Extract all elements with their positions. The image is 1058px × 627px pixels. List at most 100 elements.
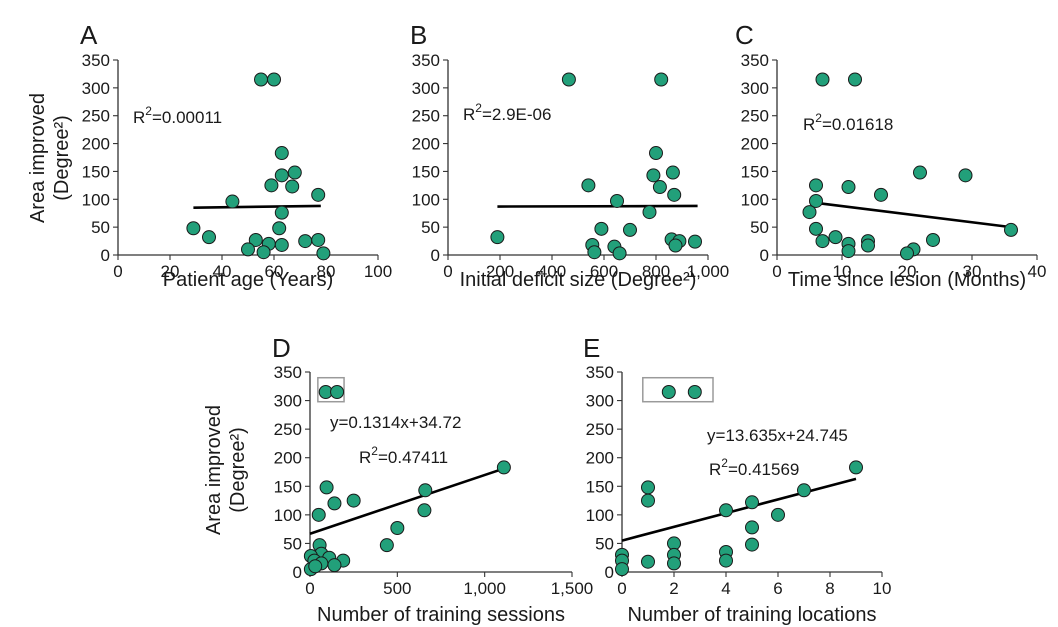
y-tick-label: 300 (412, 79, 440, 98)
trend-line (497, 204, 698, 208)
data-point (615, 562, 629, 577)
panel-letter: E (583, 333, 600, 363)
panel-e: E 0 50 100 150 200 250 300 350 0 2 4 6 8 10 Number of t… (583, 333, 891, 626)
data-point (849, 460, 863, 475)
y-tick-label: 50 (750, 218, 769, 237)
data-point (256, 245, 271, 260)
x-tick-label: 4 (721, 579, 730, 598)
y-tick-label: 250 (82, 107, 110, 126)
panel-letter: B (410, 20, 427, 50)
y-tick-label: 200 (82, 135, 110, 154)
annotation-text: y=0.1314x+34.72 (330, 413, 461, 432)
data-point (612, 246, 627, 261)
panel-letter: A (80, 20, 98, 50)
data-point (649, 146, 663, 161)
x-axis-label: Number of training locations (627, 604, 876, 626)
data-point (490, 230, 505, 245)
x-tick-label: 600 (590, 262, 618, 281)
y-tick-label: 300 (274, 392, 302, 411)
data-point (654, 72, 669, 87)
x-tick-label: 2 (669, 579, 678, 598)
data-point (287, 165, 302, 180)
annotation-text: R2=0.41569 (709, 456, 799, 479)
x-tick-label: 400 (538, 262, 566, 281)
data-point (958, 168, 973, 183)
y-tick-label: 0 (605, 563, 614, 582)
highlight-box (642, 376, 714, 403)
annotation-text: R2=2.9E-06 (463, 101, 551, 124)
x-tick-label: 20 (161, 262, 180, 281)
y-tick-label: 150 (274, 477, 302, 496)
data-point (186, 221, 201, 236)
x-tick-label: 1,500 (551, 579, 594, 598)
data-point (688, 234, 702, 249)
data-point (745, 537, 759, 552)
annotation-text: R2=0.00011 (133, 104, 222, 127)
data-point (719, 503, 733, 518)
data-point (841, 244, 856, 259)
data-point (667, 556, 681, 571)
x-tick-label: 0 (617, 579, 626, 598)
x-tick-label: 10 (873, 579, 892, 598)
y-tick-label: 350 (412, 51, 440, 70)
y-tick-label: 200 (741, 135, 769, 154)
highlight-box (317, 376, 345, 403)
y-tick-label: 200 (412, 135, 440, 154)
x-tick-label: 0 (305, 579, 314, 598)
data-point (900, 246, 914, 261)
x-tick-label: 100 (364, 262, 392, 281)
x-tick-label: 1,000 (463, 579, 506, 598)
y-tick-label: 350 (586, 363, 614, 382)
data-point (828, 230, 843, 245)
data-point (311, 232, 326, 247)
data-point (202, 230, 216, 245)
data-point (594, 221, 609, 236)
data-point (241, 242, 255, 257)
data-point (327, 496, 342, 511)
data-point (623, 222, 637, 237)
x-axis-label: Patient age (Years) (163, 269, 333, 291)
data-point (311, 507, 326, 522)
x-tick-label: 0 (772, 262, 781, 281)
x-tick-label: 30 (963, 262, 982, 281)
data-point (797, 483, 811, 498)
data-point (815, 234, 830, 249)
data-point (496, 460, 511, 475)
data-point (652, 180, 667, 195)
data-point (913, 165, 927, 180)
y-tick-label: 200 (274, 449, 302, 468)
y-tick-label: 150 (412, 162, 440, 181)
data-point (642, 205, 657, 220)
y-tick-label: 300 (586, 392, 614, 411)
x-axis-label: Time since lesion (Months) (788, 269, 1026, 291)
panel-d: D 0 50 100 150 200 250 300 350 0 500 1,000 1,500 Numb… (203, 333, 593, 626)
y-tick-label: 250 (741, 107, 769, 126)
y-tick-label: 50 (91, 218, 110, 237)
y-tick-label: 250 (412, 107, 440, 126)
data-point (418, 483, 433, 498)
data-point (379, 538, 394, 553)
data-point (861, 238, 875, 253)
data-point (809, 178, 823, 193)
data-point (587, 245, 602, 260)
y-tick-label: 350 (741, 51, 769, 70)
data-point (298, 234, 313, 249)
y-tick-label: 0 (293, 563, 302, 582)
x-tick-label: 40 (1028, 262, 1047, 281)
y-tick-label: 0 (431, 246, 440, 265)
data-point (848, 72, 862, 87)
y-tick-label: 100 (741, 190, 769, 209)
y-tick-label: 100 (412, 190, 440, 209)
data-point (264, 178, 279, 193)
data-point (815, 72, 830, 87)
x-tick-label: 1,000 (687, 262, 730, 281)
y-tick-label: 50 (421, 218, 440, 237)
y-tick-label: 50 (283, 534, 302, 553)
panel-b: B 0 50 100 150 200 250 300 350 0 200 400 600 800 1,000… (410, 20, 729, 291)
data-point (641, 480, 655, 495)
x-tick-label: 20 (898, 262, 917, 281)
data-point (745, 495, 759, 510)
y-tick-label: 350 (274, 363, 302, 382)
